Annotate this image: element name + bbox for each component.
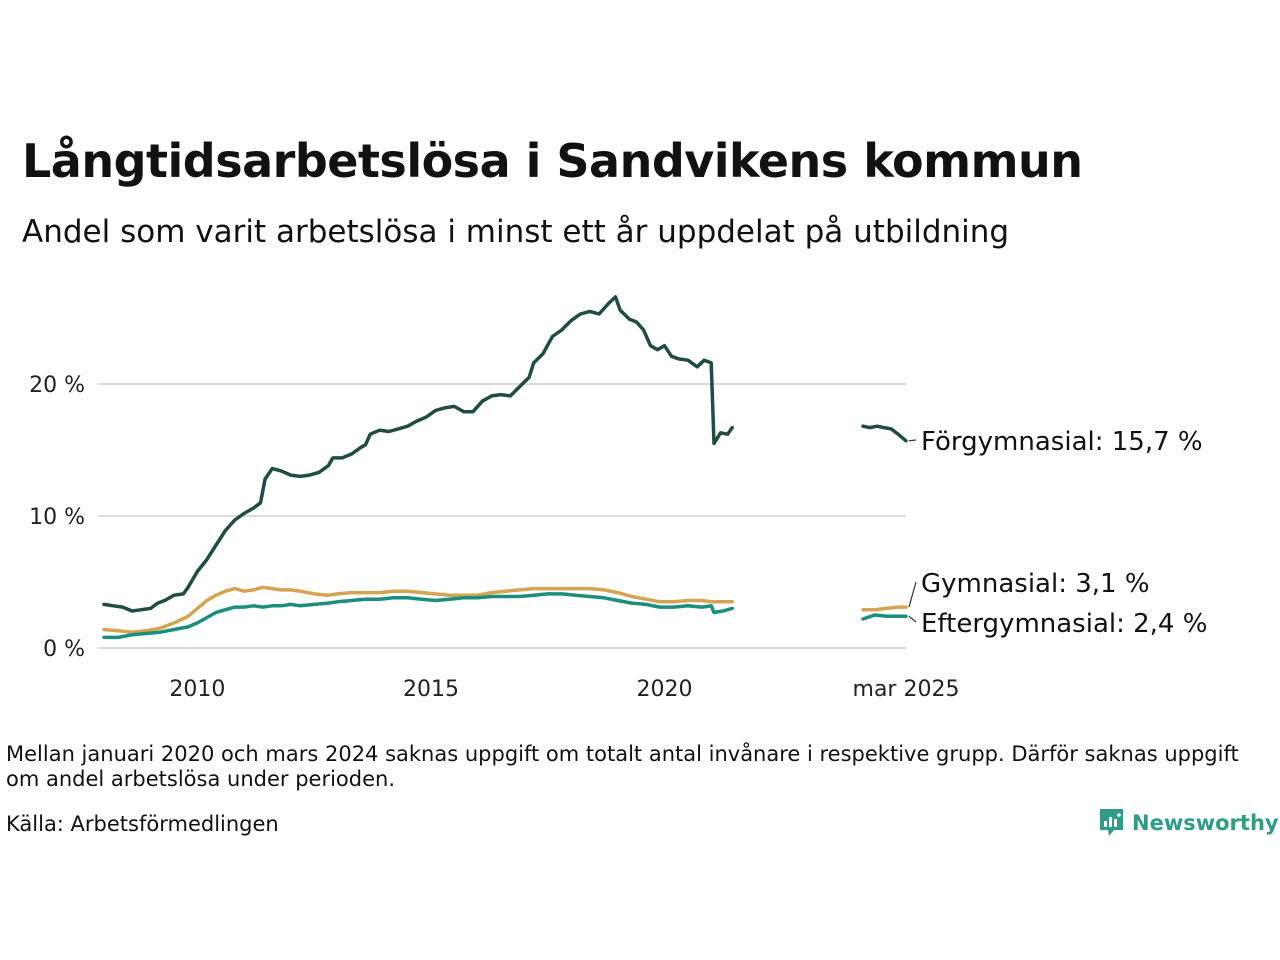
newsworthy-logo-icon <box>1100 809 1123 836</box>
chart-title: Långtidsarbetslösa i Sandvikens kommun <box>22 134 1083 188</box>
y-tick-label: 10 % <box>29 505 85 530</box>
source-note: Källa: Arbetsförmedlingen <box>6 812 279 836</box>
x-tick-label: mar 2025 <box>853 677 960 702</box>
series-lines <box>102 295 908 640</box>
brand-name: Newsworthy <box>1132 810 1279 835</box>
series-line-förgymnasial <box>102 295 734 613</box>
series-line-förgymnasial <box>861 424 908 443</box>
x-tick-label: 2015 <box>403 677 459 702</box>
series-label-förgymnasial: Förgymnasial: 15,7 % <box>921 427 1203 457</box>
y-tick-label: 0 % <box>43 637 85 662</box>
gridlines <box>98 383 906 649</box>
x-tick-label: 2010 <box>169 677 225 702</box>
series-line-gymnasial <box>861 605 908 612</box>
series-end-labels: Förgymnasial: 15,7 % Gymnasial: 3,1 % Efte… <box>908 427 1207 639</box>
label-leader-gymnasial <box>908 581 917 608</box>
series-line-gymnasial <box>102 585 734 634</box>
brand-logo: Newsworthy <box>1098 808 1279 837</box>
label-leader-förgymnasial <box>908 439 917 442</box>
y-tick-label: 20 % <box>29 373 85 398</box>
y-axis-ticks: 0 % 10 % 20 % <box>29 373 85 662</box>
chart-subtitle: Andel som varit arbetslösa i minst ett å… <box>22 214 1010 250</box>
series-line-eftergymnasial <box>861 613 908 621</box>
x-axis-ticks: 2010 2015 2020 mar 2025 <box>169 677 959 702</box>
footnote: Mellan januari 2020 och mars 2024 saknas… <box>6 742 1239 791</box>
series-label-gymnasial: Gymnasial: 3,1 % <box>921 569 1150 599</box>
series-line-eftergymnasial <box>102 592 734 640</box>
label-leader-eftergymnasial <box>908 615 917 623</box>
series-label-eftergymnasial: Eftergymnasial: 2,4 % <box>921 609 1207 639</box>
line-chart: 0 % 10 % 20 % 2010 2015 2020 mar 2025 Förgymn… <box>29 295 1207 702</box>
x-tick-label: 2020 <box>637 677 693 702</box>
